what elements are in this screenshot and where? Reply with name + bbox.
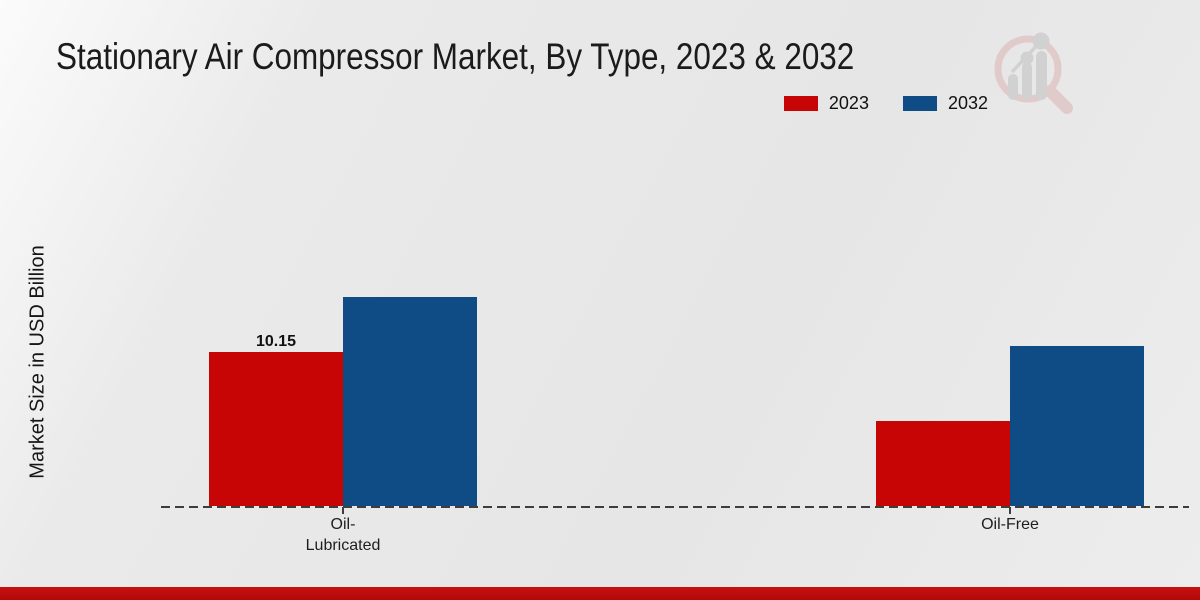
bar-2032-oil-free [1010, 346, 1144, 506]
x-axis-label-oil-free: Oil-Free [981, 516, 1039, 533]
bar-chart-magnifier-logo-icon [988, 22, 1080, 118]
bottom-accent-bar [0, 587, 1200, 600]
data-label-2023-oil-lubricated: 10.15 [255, 333, 297, 350]
bar-2032-oil-lubricated [343, 297, 477, 506]
legend-swatch-2023-icon [783, 96, 818, 111]
legend-swatch-2032-icon [902, 96, 937, 111]
x-axis-baseline [161, 506, 1189, 508]
legend-label-2023: 2023 [828, 93, 869, 113]
x-axis-label-oil-lubricated: Oil- Lubricated [305, 516, 381, 554]
bar-2023-oil-lubricated [209, 352, 343, 506]
legend-item-2032: 2032 [902, 93, 988, 114]
x-axis-tick-oil-free [1009, 507, 1011, 514]
legend-label-2032: 2032 [947, 93, 988, 113]
chart-legend: 2023 2032 [783, 93, 988, 114]
x-axis-tick-oil-lubricated [342, 507, 344, 514]
bar-2023-oil-free [876, 421, 1010, 506]
chart-title: Stationary Air Compressor Market, By Typ… [56, 36, 855, 77]
legend-item-2023: 2023 [783, 93, 869, 114]
